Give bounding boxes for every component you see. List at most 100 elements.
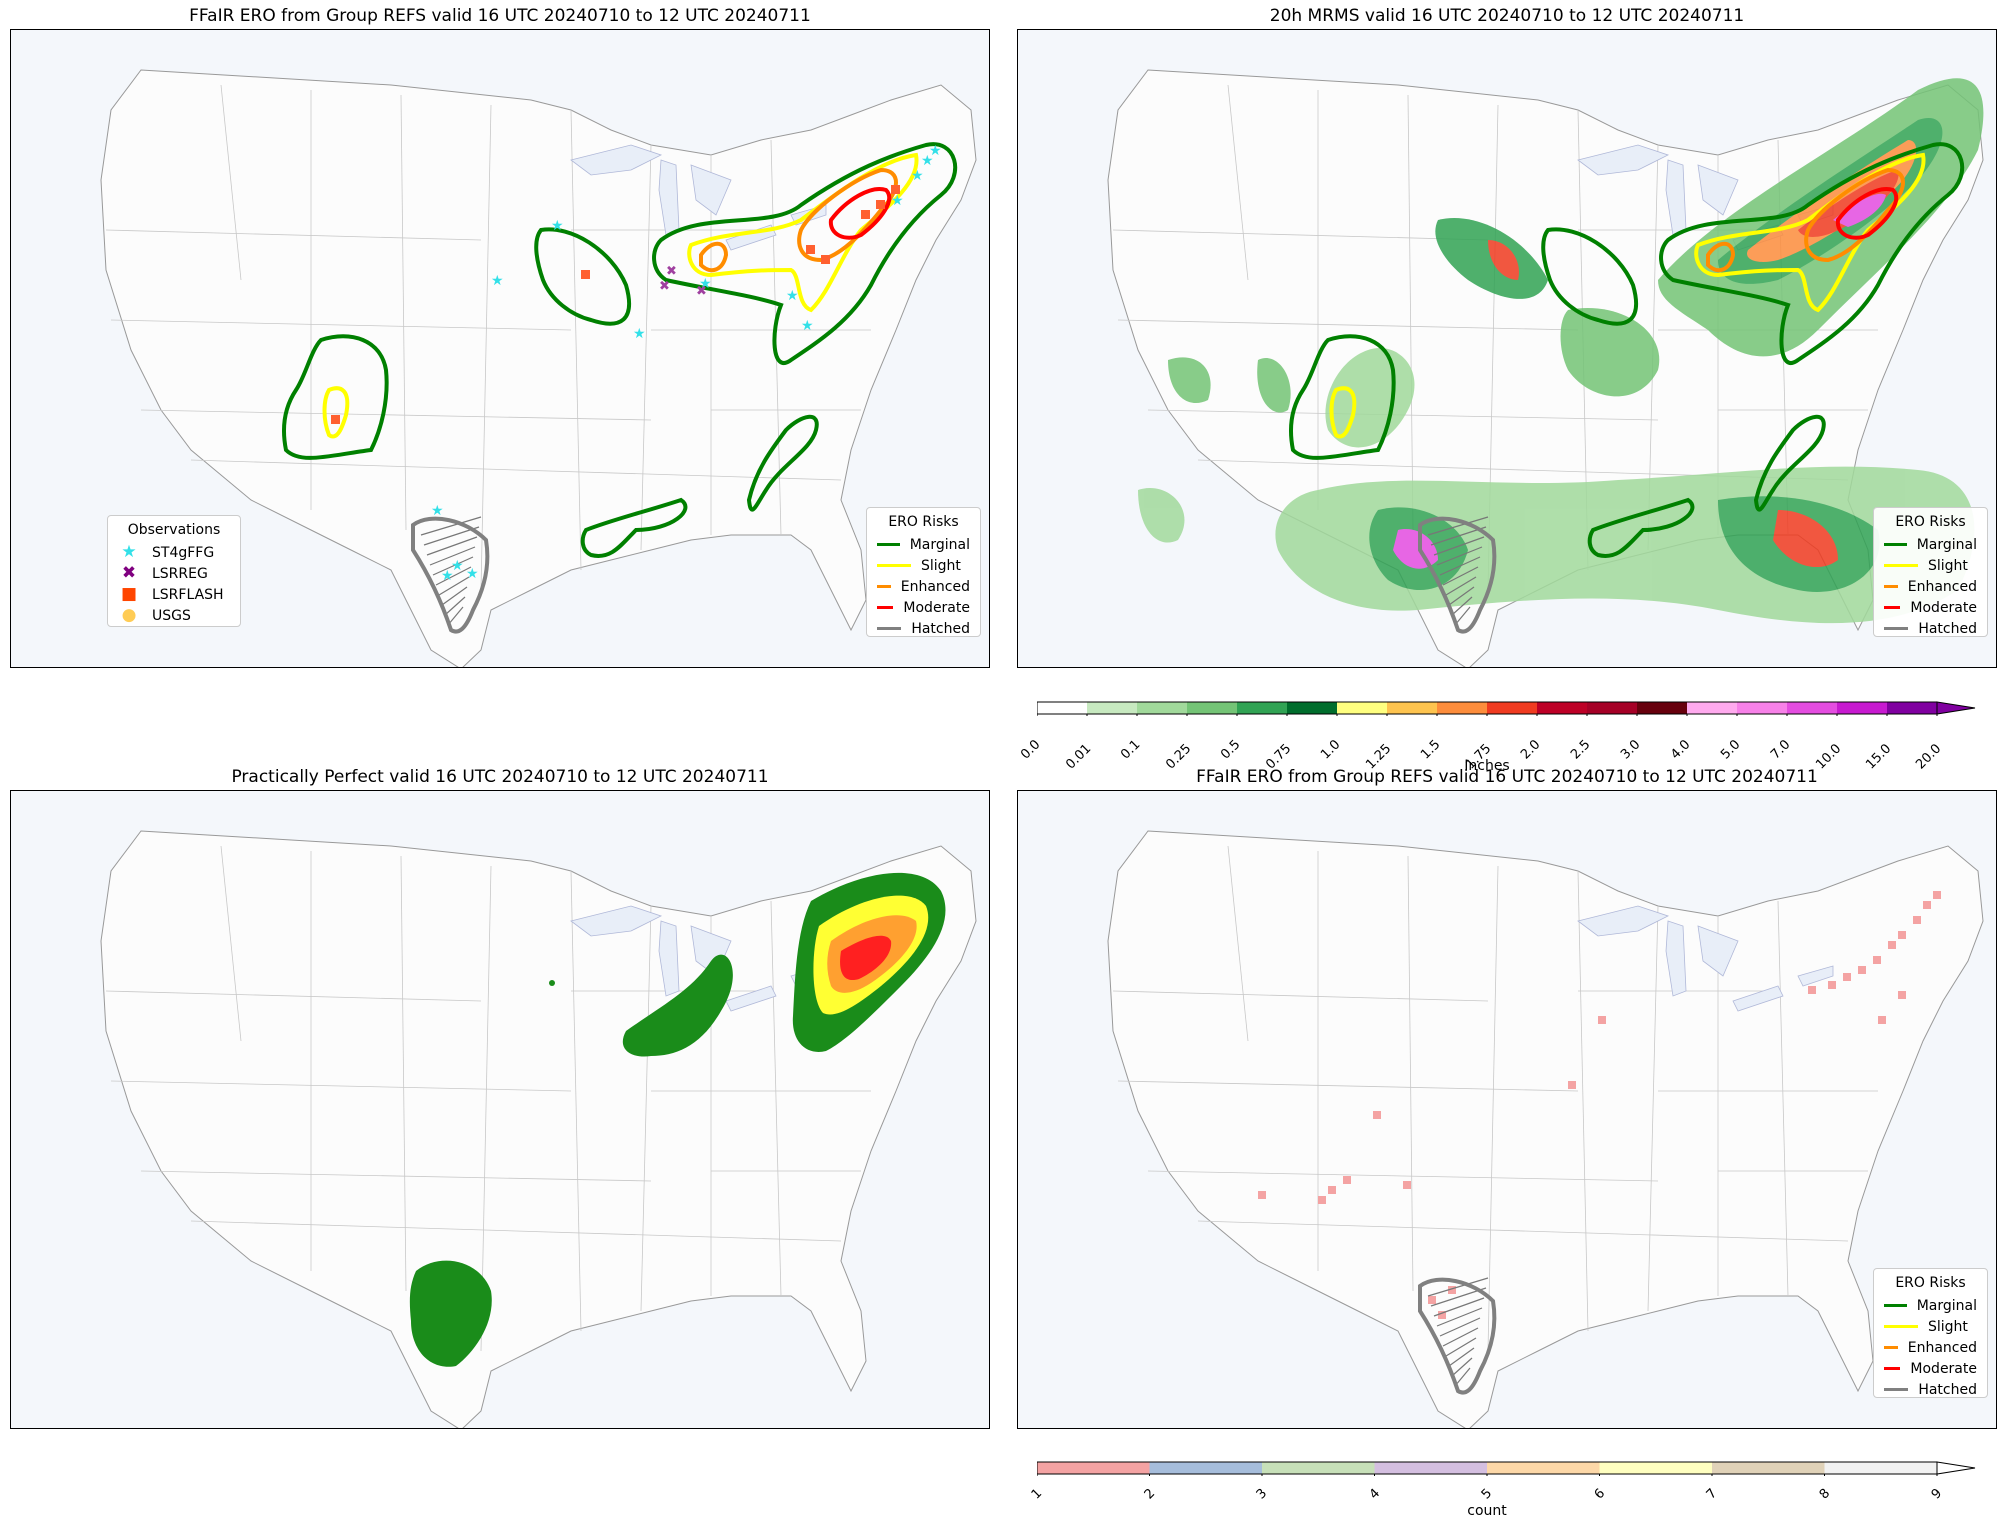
- ero-legend-label: Moderate: [903, 599, 970, 616]
- map-svg-3: [100, 830, 977, 1428]
- colorbar-segment: [1599, 1462, 1712, 1474]
- observations-legend-title: Observations: [127, 522, 221, 538]
- ero-legend-label: Enhanced: [1907, 578, 1977, 595]
- colorbar-tick-label: 0.0: [1018, 737, 1044, 763]
- svg-text:★: ★: [891, 193, 904, 209]
- svg-text:★: ★: [633, 326, 646, 342]
- colorbar-extend-arrow: [1936, 1461, 1976, 1475]
- colorbar-segment: [1712, 1462, 1825, 1474]
- count-markers: [1258, 891, 1941, 1319]
- svg-text:★: ★: [921, 153, 934, 169]
- colorbar-tick-label: 2: [1141, 1486, 1158, 1503]
- legend-line-swatch: [1884, 564, 1918, 567]
- count-colorbar-svg: [1036, 1461, 1976, 1477]
- slight-contour: [322, 386, 350, 439]
- svg-text:★: ★: [466, 566, 479, 582]
- ero-legend-row: Enhanced: [1884, 576, 1977, 597]
- colorbar-segment: [1687, 702, 1737, 714]
- marginal-contour: [652, 142, 958, 365]
- colorbar-segment: [1337, 702, 1387, 714]
- colorbar-segment: [1824, 1462, 1937, 1474]
- star-marker-icon: ★: [121, 542, 137, 562]
- colorbar-segment: [1837, 702, 1887, 714]
- mrms-precip-map: ERO Risks Marginal Slight Enhanced Moderate H…: [1017, 29, 1997, 668]
- panel1-title: FFaIR ERO from Group REFS valid 16 UTC 2…: [189, 6, 811, 26]
- ero-legend-label: Slight: [921, 557, 961, 574]
- svg-text:✖: ✖: [659, 279, 670, 294]
- hatched-contour: [1418, 516, 1497, 634]
- ero-legend-row: Marginal: [1884, 534, 1977, 555]
- colorbar-segment: [1262, 1462, 1375, 1474]
- ero-legend-title: ERO Risks: [1895, 514, 1966, 530]
- obs-legend-label: USGS: [152, 607, 191, 624]
- marginal-contour: [1753, 414, 1826, 512]
- colorbar-segment: [1037, 702, 1087, 714]
- ero-legend-label: Slight: [1928, 557, 1968, 574]
- svg-text:★: ★: [699, 276, 712, 292]
- ero-legend-label: Hatched: [1918, 620, 1977, 637]
- legend-line-swatch: [877, 564, 911, 567]
- colorbar-segment: [1587, 702, 1637, 714]
- count-svg: [1258, 891, 1941, 1395]
- obs-legend-label: LSRFLASH: [152, 586, 224, 603]
- legend-line-swatch: [1884, 1304, 1907, 1307]
- marginal-contour: [580, 497, 688, 558]
- svg-text:★: ★: [431, 503, 444, 519]
- slight-contour: [687, 152, 919, 313]
- ero-legend-row: Moderate: [1884, 1358, 1977, 1379]
- ero-risks-legend: ERO Risks Marginal Slight Enhanced Moderate H…: [1873, 1268, 1988, 1398]
- ero-legend-label: Moderate: [1910, 599, 1977, 616]
- colorbar-segment: [1287, 702, 1337, 714]
- svg-text:✖: ✖: [666, 264, 677, 279]
- colorbar-tick-label: 1: [1028, 1486, 1046, 1503]
- marginal-contour: [1587, 497, 1695, 558]
- ero-legend-row: Hatched: [1884, 1379, 1977, 1400]
- svg-text:★: ★: [441, 568, 454, 584]
- ero-legend-row: Enhanced: [877, 576, 970, 597]
- marginal-contour: [746, 414, 819, 512]
- colorbar-tick-label: 0.01: [1063, 741, 1095, 773]
- ero-count-map: ERO Risks Marginal Slight Enhanced Moderate H…: [1017, 790, 1997, 1429]
- ero-legend-label: Marginal: [1916, 536, 1977, 553]
- lsrreg-markers: ✖✖ ✖: [659, 264, 707, 299]
- ero-legend-label: Hatched: [1918, 1381, 1977, 1398]
- colorbar-extend-arrow: [1936, 701, 1976, 715]
- legend-line-swatch: [1884, 606, 1901, 609]
- pp-marginal-area: [549, 980, 555, 986]
- map-svg-4: [1107, 830, 1984, 1428]
- colorbar-tick-label: 5.0: [1718, 737, 1744, 763]
- svg-text:★: ★: [451, 558, 464, 574]
- ero-legend-title: ERO Risks: [888, 514, 959, 530]
- colorbar-segment: [1487, 1462, 1600, 1474]
- precip-field: [1138, 78, 1984, 624]
- legend-line-swatch: [1884, 1325, 1918, 1328]
- ero-observations-map: ★ ★ ★ ★ ★ ★ ★ ★ ★ ★ ★ ★ ★ ★ ✖ ✖ ✖ Observations ★…: [10, 29, 990, 668]
- enhanced-contour: [1804, 167, 1905, 263]
- ero-legend-row: Hatched: [877, 618, 970, 639]
- ero-legend-label: Enhanced: [900, 578, 970, 595]
- colorbar-tick-label: 0.25: [1163, 741, 1195, 773]
- precip-colorbar-label: Inches: [1464, 758, 1510, 774]
- x-marker-icon: ✖: [121, 563, 137, 583]
- pp-moderate-area: [840, 935, 892, 981]
- ero-legend-row: Slight: [1884, 555, 1977, 576]
- ero-legend-row: Marginal: [877, 534, 970, 555]
- legend-line-swatch: [877, 627, 902, 630]
- marginal-contour: [534, 227, 632, 326]
- colorbar-segment: [1737, 702, 1787, 714]
- legend-line-swatch: [877, 606, 894, 609]
- count-colorbar: 1 2 3 4 5 6 7 8 9: [1029, 1460, 1977, 1510]
- colorbar-tick-label: 20.0: [1913, 741, 1945, 773]
- colorbar-tick-label: 5: [1478, 1486, 1496, 1503]
- colorbar-segment: [1637, 702, 1687, 714]
- svg-text:✖: ✖: [696, 284, 707, 299]
- panel3-title: Practically Perfect valid 16 UTC 2024071…: [231, 767, 769, 787]
- legend-line-swatch: [877, 585, 891, 588]
- slight-contour: [1329, 386, 1357, 439]
- pp-marginal-area: [409, 1260, 492, 1367]
- svg-text:★: ★: [786, 288, 799, 304]
- precip-colorbar: 0.0 0.01 0.1 0.25 0.5 0.75 1.0 1.25 1.5 1.75 2.0 2.…: [1018, 700, 1977, 780]
- pp-svg: [409, 872, 946, 1367]
- moderate-contour: [828, 187, 892, 240]
- ero-legend-label: Moderate: [1910, 1360, 1977, 1377]
